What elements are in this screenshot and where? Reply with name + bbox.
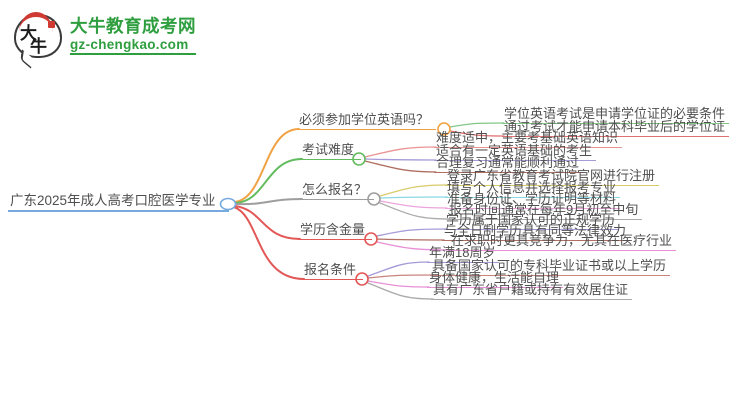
connector-b4-c0 <box>367 261 430 277</box>
connector-root-b0 <box>234 128 300 203</box>
connector-b3-c1 <box>376 238 445 241</box>
subtopic-0-0[interactable]: 学位英语考试是申请学位证的必要条件 <box>502 107 730 124</box>
subtopic-2-2[interactable]: 准备身份证、学历证明等材料 <box>445 192 621 209</box>
logo-bubble-icon: 大 牛 <box>14 12 62 69</box>
subtopic-2-0[interactable]: 登录广东省教育考试院官网进行注册 <box>445 169 660 186</box>
connector-b1-c2 <box>364 160 437 173</box>
logo-text: 大牛教育成考网 gz-chengkao.com <box>70 17 196 55</box>
subtopic-4-0[interactable]: 年满18周岁 <box>427 246 500 263</box>
subtopic-3-0[interactable]: 学历属于国家认可的正规学历 <box>444 213 620 230</box>
connector-b2-c0 <box>379 184 448 197</box>
branch-handle-0[interactable] <box>437 122 451 136</box>
subtopic-3-1[interactable]: 与全日制学历具有同等法律效力 <box>442 224 631 241</box>
site-logo[interactable]: 大 牛 大牛教育成考网 gz-chengkao.com <box>14 12 196 69</box>
connector-root-b2 <box>235 198 303 206</box>
connector-b2-c3 <box>379 202 450 220</box>
branch-topic-3[interactable]: 学历含金量 <box>298 223 373 240</box>
connector-b3-c2 <box>376 241 452 251</box>
subtopic-3-2[interactable]: 在求职时更具竞争力，尤其在医疗行业 <box>449 234 677 251</box>
connector-b3-c0 <box>376 228 447 237</box>
subtopic-1-2[interactable]: 合理复习通常能顺利通过 <box>434 156 584 173</box>
connector-root-b4 <box>233 206 305 280</box>
subtopic-1-0[interactable]: 难度适中，主要考基础英语知识 <box>434 131 623 148</box>
logo-seal <box>48 21 55 28</box>
connector-b1-c1 <box>364 158 437 161</box>
branch-topic-2[interactable]: 怎么报名？ <box>300 183 375 200</box>
subtopic-0-1[interactable]: 通过考试才能申请本科毕业后的学位证 <box>502 120 730 137</box>
connector-root-b1 <box>234 158 303 204</box>
logo-red-arc <box>19 12 53 32</box>
branch-topic-1[interactable]: 考试难度 <box>300 143 362 160</box>
connector-b4-c2 <box>367 280 430 288</box>
connector-b2-c1 <box>379 196 448 199</box>
subtopic-1-1[interactable]: 适合有一定英语基础的考生 <box>434 144 597 161</box>
subtopic-4-3[interactable]: 具有广东省户籍或持有有效居住证 <box>431 283 633 300</box>
connector-b4-c3 <box>367 282 434 300</box>
subtopic-4-2[interactable]: 身体健康，生活能自理 <box>427 271 564 288</box>
connector-b0-c1 <box>449 130 505 137</box>
branch-topic-0[interactable]: 必须参加学位英语吗？ <box>297 113 437 130</box>
connector-b0-c0 <box>449 122 505 128</box>
logo-char-top: 大 <box>20 24 37 44</box>
subtopic-2-1[interactable]: 填写个人信息并选择报考专业 <box>445 181 621 198</box>
logo-char-bottom: 牛 <box>30 37 47 57</box>
branch-topic-4[interactable]: 报名条件 <box>302 263 364 280</box>
subtopic-2-3[interactable]: 报名时间通常在每年9月初至中旬 <box>447 203 643 220</box>
root-node-handle[interactable] <box>219 197 237 211</box>
connector-b1-c0 <box>364 146 437 158</box>
site-name: 大牛教育成考网 <box>70 16 196 37</box>
site-url: gz-chengkao.com <box>70 37 196 55</box>
connector-b2-c2 <box>379 200 448 209</box>
connector-root-b3 <box>234 205 301 240</box>
mindmap-root-topic[interactable]: 广东2025年成人高考口腔医学专业 <box>8 194 229 212</box>
subtopic-4-1[interactable]: 具备国家认可的专科毕业证书或以上学历 <box>430 259 671 276</box>
connector-b4-c1 <box>367 274 433 279</box>
